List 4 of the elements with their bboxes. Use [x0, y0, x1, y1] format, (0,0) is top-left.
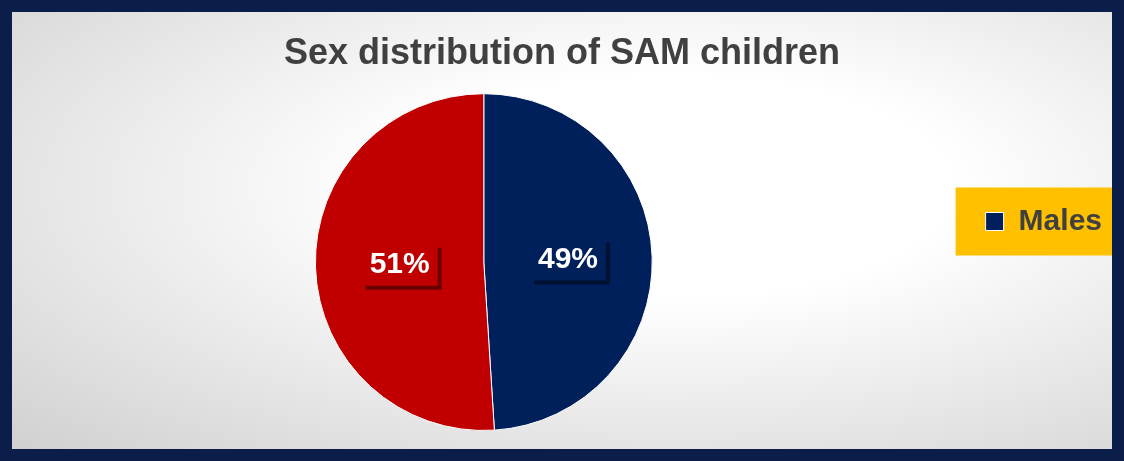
data-label: 49%	[537, 240, 598, 274]
chart-title: Sex distribution of SAM children	[283, 30, 841, 72]
legend-label: Males	[1018, 202, 1103, 236]
data-label: 51%	[369, 246, 430, 280]
